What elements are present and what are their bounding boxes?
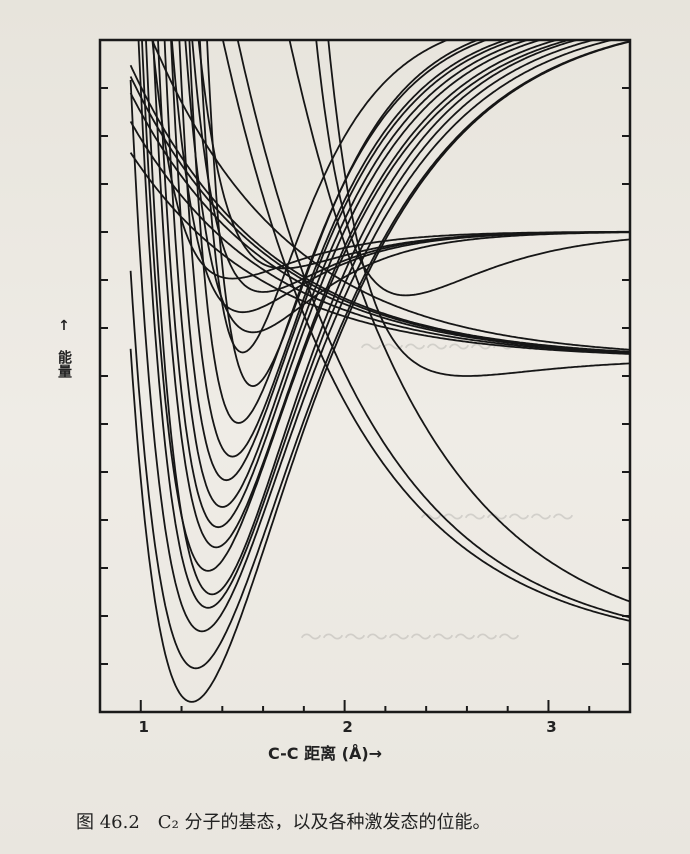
- x-tick-label: 1: [139, 718, 149, 736]
- energy-curve-6: [141, 40, 573, 572]
- energy-curve-28: [221, 40, 630, 622]
- energy-curve-23: [129, 64, 630, 353]
- energy-curves: [129, 40, 630, 703]
- energy-curve-19: [197, 40, 630, 270]
- energy-curve-3: [129, 40, 616, 633]
- y-axis-label-text: ↑ 能量: [56, 318, 72, 378]
- energy-curve-20: [129, 152, 630, 355]
- energy-curve-7: [152, 40, 560, 549]
- energy-curve-5: [145, 40, 580, 596]
- x-tick-labels: 1 2 3: [139, 718, 557, 736]
- energy-curve-2: [129, 40, 630, 670]
- y-axis-label: ↑ 能量: [56, 318, 76, 378]
- energy-curve-26: [236, 40, 630, 619]
- energy-curve-8: [157, 40, 544, 529]
- energy-curve-25: [151, 40, 630, 351]
- energy-curve-10: [170, 40, 518, 482]
- x-tick-label: 2: [342, 718, 352, 736]
- energy-curve-27: [288, 40, 630, 603]
- x-axis-label: C-C 距离 (Å)→: [268, 744, 383, 763]
- energy-curve-14: [198, 40, 450, 354]
- energy-curve-11: [178, 40, 509, 458]
- energy-curve-13: [206, 40, 480, 387]
- energy-curve-22: [129, 121, 630, 355]
- axis-ticks: [99, 87, 631, 712]
- figure-caption: 图 46.2 C₂ 分子的基态，以及各种激发态的位能。: [76, 812, 491, 833]
- energy-curve-12: [188, 40, 489, 424]
- energy-curve-30: [327, 40, 630, 377]
- energy-curve-9: [163, 40, 531, 508]
- x-tick-label: 3: [546, 718, 556, 736]
- energy-curve-29: [315, 40, 630, 297]
- energy-curve-4: [137, 40, 597, 609]
